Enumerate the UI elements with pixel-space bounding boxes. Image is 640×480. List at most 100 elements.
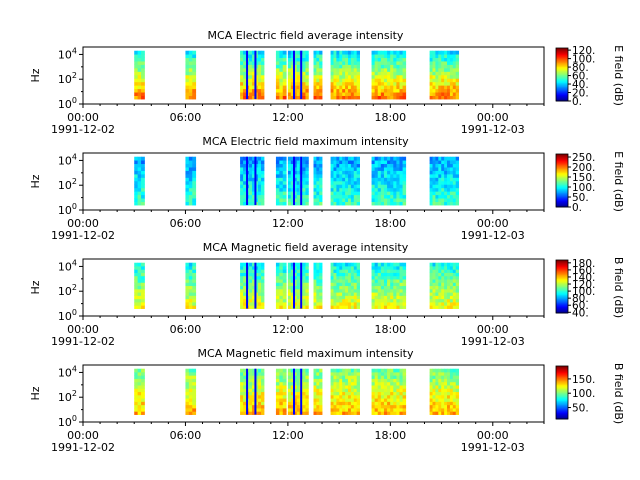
- spectrogram-cell: [290, 50, 295, 55]
- spectrogram-cell: [455, 378, 460, 383]
- spectrogram-cell: [319, 408, 323, 412]
- spectrogram-cell: [350, 71, 355, 76]
- spectrogram-cell: [353, 292, 358, 296]
- spectrogram-cell: [258, 54, 262, 59]
- spectrogram-cell: [192, 394, 197, 399]
- colorbar-segment: [556, 367, 568, 370]
- spectrogram-cell: [393, 302, 397, 306]
- spectrogram-cell: [383, 391, 388, 396]
- spectrogram-cell: [387, 67, 391, 72]
- spectrogram-cell: [330, 401, 334, 406]
- spectrogram-cell: [452, 191, 457, 196]
- x-tick-label: 06:00: [170, 217, 202, 230]
- spectrogram-cell: [255, 292, 259, 296]
- spectrogram-cell: [438, 50, 442, 55]
- spectrogram-cell: [333, 292, 337, 296]
- spectrogram-cell: [141, 272, 145, 277]
- spectrogram-cell: [390, 388, 394, 393]
- spectrogram-cell: [255, 184, 259, 189]
- colorbar-segment: [556, 75, 568, 78]
- spectrogram-cell: [371, 64, 376, 69]
- spectrogram-cell: [287, 50, 292, 55]
- spectrogram-cell: [305, 275, 309, 280]
- spectrogram-cell: [141, 285, 145, 290]
- spectrogram-cell: [353, 57, 358, 62]
- spectrogram-cell: [275, 74, 280, 79]
- spectrogram-cell: [290, 194, 295, 199]
- spectrogram-cell: [380, 88, 385, 93]
- spectrogram-cell: [350, 305, 355, 309]
- spectrogram-cell: [134, 57, 139, 62]
- spectrogram-cell: [240, 381, 244, 386]
- spectrogram-cell: [255, 404, 259, 409]
- spectrogram-cell: [330, 78, 334, 83]
- spectrogram-cell: [279, 375, 284, 379]
- spectrogram-cell: [305, 285, 309, 290]
- spectrogram-cell: [141, 71, 145, 76]
- spectrogram-cell: [449, 288, 454, 293]
- spectrogram-cell: [316, 67, 320, 72]
- spectrogram-cell: [452, 371, 457, 376]
- spectrogram-cell: [380, 92, 385, 96]
- spectrogram-cell: [399, 156, 403, 161]
- spectrogram-cell: [380, 368, 385, 373]
- spectrogram-cell: [345, 375, 349, 379]
- spectrogram-cell: [290, 388, 295, 393]
- spectrogram-cell: [387, 398, 391, 402]
- spectrogram-cell: [313, 305, 317, 309]
- spectrogram-cell: [192, 401, 197, 406]
- spectrogram-cell: [345, 81, 349, 86]
- spectrogram-cell: [342, 265, 346, 270]
- spectrogram-cell: [336, 180, 340, 185]
- spectrogram-cell: [452, 61, 457, 65]
- spectrogram-cell: [356, 184, 360, 189]
- colorbar-segment: [556, 50, 568, 53]
- spectrogram-cell: [380, 167, 385, 171]
- spectrogram-cell: [137, 305, 142, 309]
- spectrogram-cell: [290, 371, 295, 376]
- spectrogram-cell: [137, 282, 142, 287]
- spectrogram-cell: [275, 201, 280, 206]
- spectrogram-cell: [345, 275, 349, 280]
- spectrogram-cell: [432, 375, 436, 379]
- y-tick-label: 100: [58, 96, 77, 111]
- spectrogram-cell: [252, 305, 256, 309]
- spectrogram-cell: [396, 398, 400, 402]
- spectrogram-cell: [374, 64, 379, 69]
- spectrogram-cell: [302, 95, 306, 100]
- colorbar-segment: [556, 416, 568, 419]
- spectrogram-cell: [296, 285, 300, 290]
- spectrogram-cell: [390, 167, 394, 171]
- spectrogram-cell: [350, 78, 355, 83]
- spectrogram-cell: [240, 92, 244, 96]
- spectrogram-cell: [313, 184, 317, 189]
- spectrogram-cell: [429, 295, 433, 300]
- spectrogram-cell: [374, 177, 379, 182]
- spectrogram-cell: [374, 411, 379, 415]
- spectrogram-cell: [342, 285, 346, 290]
- spectrogram-cell: [393, 295, 397, 300]
- spectrogram-cell: [447, 57, 451, 62]
- spectrogram-cell: [396, 371, 400, 376]
- spectrogram-cell: [339, 371, 343, 376]
- spectrogram-cell: [330, 163, 334, 168]
- spectrogram-cell: [243, 74, 247, 79]
- spectrogram-cell: [393, 288, 397, 293]
- spectrogram-cell: [141, 401, 145, 406]
- spectrogram-cell: [455, 404, 460, 409]
- spectrogram-cell: [134, 160, 139, 165]
- spectrogram-cell: [275, 180, 280, 185]
- spectrogram-cell: [255, 156, 259, 161]
- spectrogram-cell: [141, 187, 145, 192]
- spectrogram-cell: [350, 194, 355, 199]
- spectrogram-cell: [356, 269, 360, 273]
- spectrogram-cell: [380, 408, 385, 412]
- spectrogram-cell: [134, 170, 139, 175]
- spectrogram-cell: [432, 156, 436, 161]
- colorbar-segment: [556, 199, 568, 201]
- colorbar-segment: [556, 169, 568, 172]
- spectrogram-cell: [432, 272, 436, 277]
- spectrogram-cell: [293, 156, 298, 161]
- spectrogram-cell: [282, 201, 287, 206]
- spectrogram-cell: [347, 305, 352, 309]
